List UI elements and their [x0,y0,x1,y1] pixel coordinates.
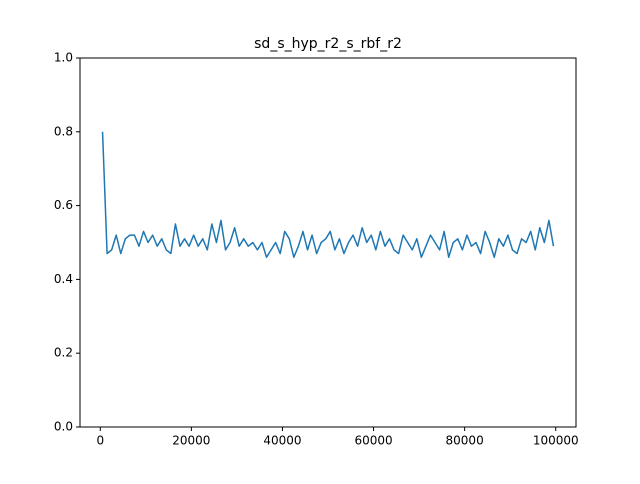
x-tick-label: 100000 [533,434,579,448]
x-tick-label: 60000 [354,434,392,448]
y-tick-label: 1.0 [54,51,73,65]
line [101,131,555,259]
x-tick-label: 80000 [446,434,484,448]
x-tick-label: 20000 [172,434,210,448]
y-tick-label: 0.6 [54,198,73,212]
chart-title: sd_s_hyp_r2_s_rbf_r2 [254,36,402,52]
y-tick-label: 0.4 [54,272,73,286]
x-tick-label: 40000 [263,434,301,448]
y-tick-label: 0.2 [54,346,73,360]
x-tick-label: 0 [96,434,104,448]
y-tick-label: 0.8 [54,124,73,138]
y-tick-label: 0.0 [54,420,73,434]
plot-frame [79,57,577,428]
